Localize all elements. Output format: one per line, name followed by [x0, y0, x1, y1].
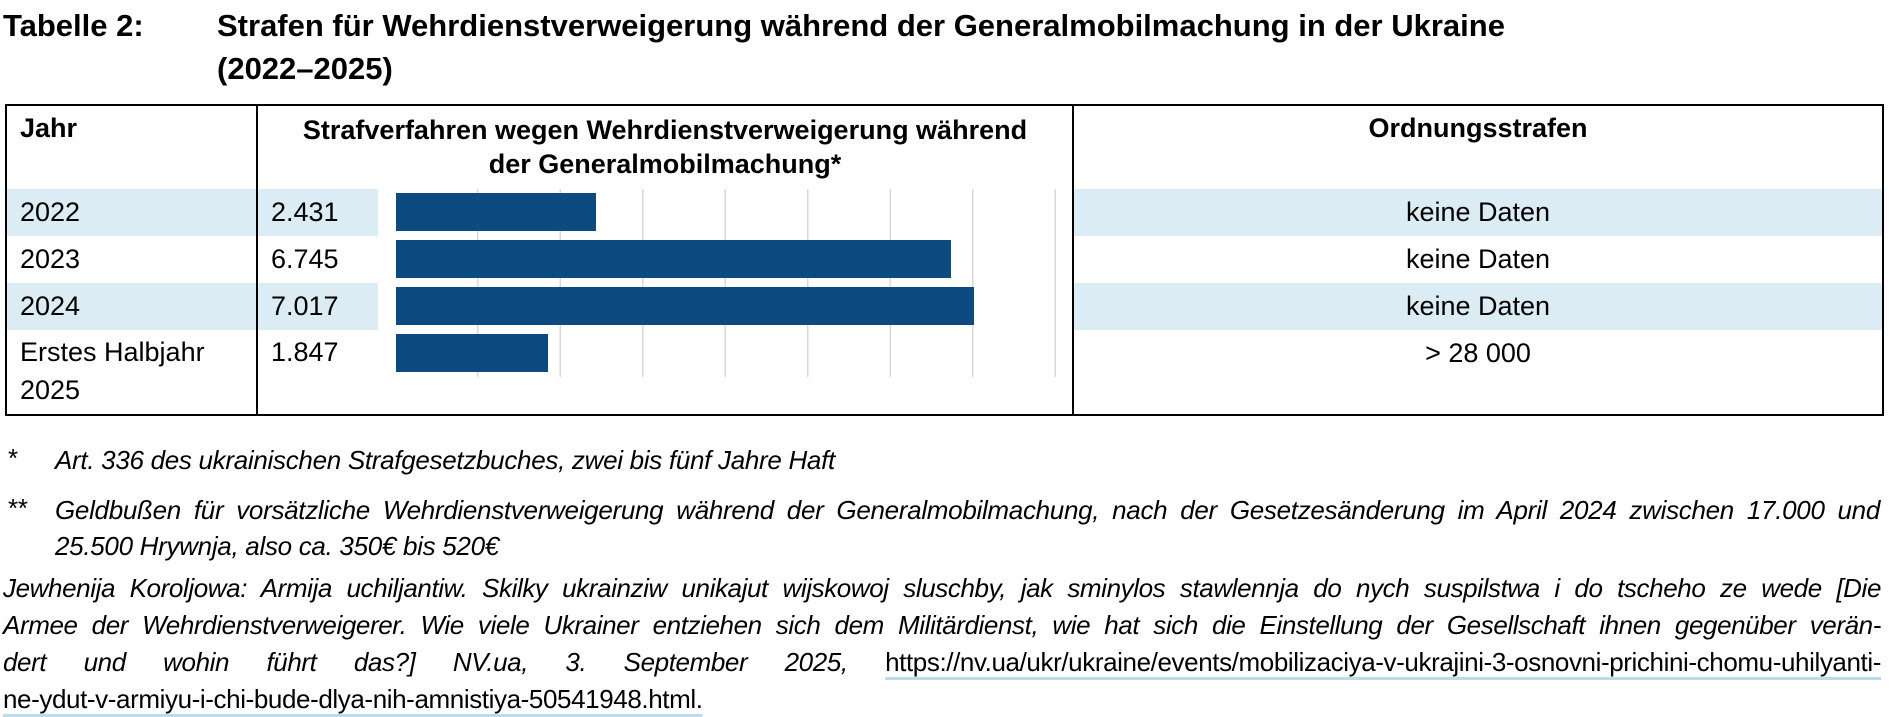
table-row: Erstes Halbjahr 2025 1.847 > 28 000 — [7, 330, 1882, 414]
footnote-1-marker: * — [8, 443, 18, 473]
bar-chart-cell — [396, 330, 1072, 377]
caption-title-line2: (2022–2025) — [217, 51, 393, 86]
table-caption: Tabelle 2: Strafen für Wehrdienstverweig… — [3, 4, 1505, 90]
footnote-2-marker: ** — [8, 493, 28, 523]
footnote-2-line2: 25.500 Hrywnja, also ca. 350€ bis 520€ — [55, 531, 499, 561]
year-cell: 2022 — [7, 189, 258, 236]
header-fines: Ordnungsstrafen — [1368, 113, 1588, 143]
header-year: Jahr — [7, 106, 258, 189]
cases-cell: 2.431 — [258, 189, 1074, 236]
footnote-2-line1: Geldbußen für vorsätzliche Wehrdienstver… — [55, 495, 1880, 525]
fines-cell: keine Daten — [1074, 189, 1882, 236]
table-header-row: Jahr Strafverfahren wegen Wehrdienstverw… — [7, 106, 1882, 189]
header-cases-line1: Strafverfahren wegen Wehrdienstverweiger… — [302, 115, 1028, 145]
cases-cell: 7.017 — [258, 283, 1074, 330]
table-row: 2024 7.017 keine Daten — [7, 283, 1882, 330]
caption-label: Tabelle 2: — [3, 8, 144, 43]
cases-value: 6.745 — [271, 244, 339, 274]
header-cases-line2: der Generalmobilmachung* — [488, 149, 842, 179]
cases-value: 2.431 — [258, 189, 378, 236]
bar — [396, 334, 549, 372]
table-body: 2022 2.431 keine Daten 2023 6.745 keine Daten… — [7, 189, 1882, 414]
source-url-link-continued[interactable]: ne-ydut-v-armiyu-i-chi-bude-dlya-nih-amn… — [3, 684, 703, 714]
footnote-1-text: Art. 336 des ukrainischen Strafgesetzbuc… — [55, 445, 835, 475]
source-url-link[interactable]: https://nv.ua/ukr/ukraine/events/mobiliz… — [885, 647, 1882, 677]
cases-cell: 6.745 — [258, 236, 1074, 283]
footnote-1: * Art. 336 des ukrainischen Strafgesetzb… — [8, 442, 1880, 478]
bar — [396, 193, 597, 231]
bar-chart-cell — [396, 236, 1072, 283]
fines-cell: keine Daten — [1074, 283, 1882, 330]
year-cell: 2024 — [7, 283, 258, 330]
source-line3-text: dert und wohin führt das?] NV.ua, 3. Sep… — [3, 647, 848, 677]
source-line3: dert und wohin führt das?] NV.ua, 3. Sep… — [3, 644, 1881, 681]
source-paragraph: Jewhenija Koroljowa: Armija uchiljantiw.… — [3, 570, 1881, 717]
bar-chart-cell — [396, 189, 1072, 236]
caption-title: Strafen für Wehrdienstverweigerung währe… — [217, 4, 1505, 90]
fines-cell: > 28 000 — [1425, 338, 1531, 368]
source-line2: Armee der Wehrdienstverweigerer. Wie vie… — [3, 610, 1881, 640]
cases-cell: 1.847 — [258, 330, 1074, 414]
footnote-2: ** Geldbußen für vorsätzliche Wehrdienst… — [8, 492, 1880, 564]
header-cases: Strafverfahren wegen Wehrdienstverweiger… — [258, 106, 1074, 189]
source-line1: Jewhenija Koroljowa: Armija uchiljantiw.… — [3, 573, 1881, 603]
bar — [396, 287, 974, 325]
cases-value: 7.017 — [258, 283, 378, 330]
fines-cell: keine Daten — [1405, 244, 1551, 274]
year-cell: 2023 — [7, 236, 258, 283]
caption-title-line1: Strafen für Wehrdienstverweigerung währe… — [217, 8, 1505, 43]
bar — [396, 240, 952, 278]
year-cell: Erstes Halbjahr 2025 — [7, 330, 258, 414]
cases-value: 1.847 — [271, 337, 339, 367]
data-table: Jahr Strafverfahren wegen Wehrdienstverw… — [5, 104, 1884, 416]
source-line4: ne-ydut-v-armiyu-i-chi-bude-dlya-nih-amn… — [3, 681, 1881, 717]
bar-chart-cell — [396, 283, 1072, 330]
table-row: 2022 2.431 keine Daten — [7, 189, 1882, 236]
table-row: 2023 6.745 keine Daten — [7, 236, 1882, 283]
